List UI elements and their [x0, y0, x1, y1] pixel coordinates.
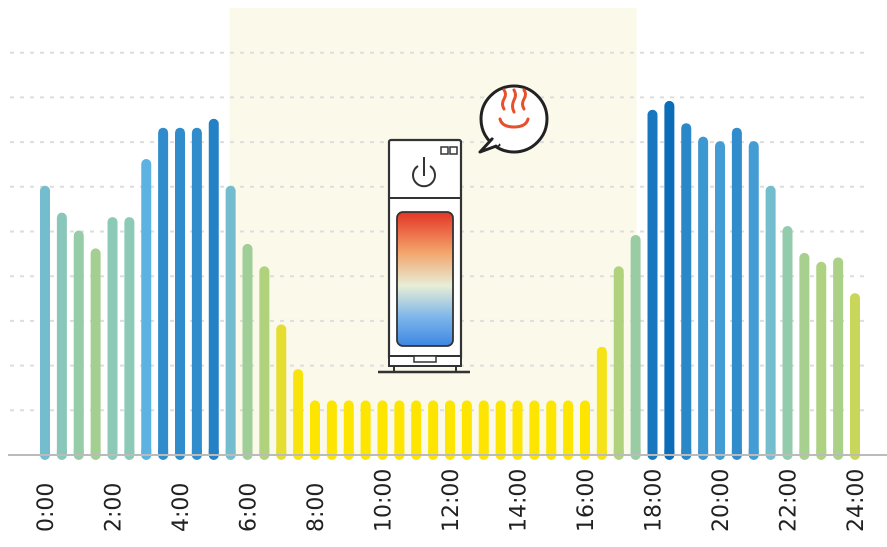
x-tick-label: 10:00	[372, 469, 397, 532]
bars	[40, 100, 860, 460]
water-heater-icon	[378, 138, 470, 374]
speech-bubble-icon	[478, 84, 549, 154]
x-tick-label: 20:00	[709, 469, 734, 532]
power-icon	[412, 157, 436, 188]
x-tick-labels: 0:00 2:00 4:00 6:00 8:00 10:00 12:00 14:00 16:00…	[34, 469, 869, 532]
x-tick-label: 8:00	[304, 483, 329, 532]
x-tick-label: 4:00	[169, 483, 194, 532]
hot-spring-icon	[498, 88, 530, 129]
x-tick-label: 24:00	[844, 469, 869, 532]
x-tick-label: 16:00	[574, 469, 599, 532]
x-tick-label: 14:00	[507, 469, 532, 532]
x-tick-label: 2:00	[102, 483, 127, 532]
x-tick-label: 22:00	[777, 469, 802, 532]
x-tick-label: 0:00	[34, 483, 59, 532]
x-tick-label: 12:00	[439, 469, 464, 532]
x-tick-label: 6:00	[237, 483, 262, 532]
x-tick-label: 18:00	[642, 469, 667, 532]
